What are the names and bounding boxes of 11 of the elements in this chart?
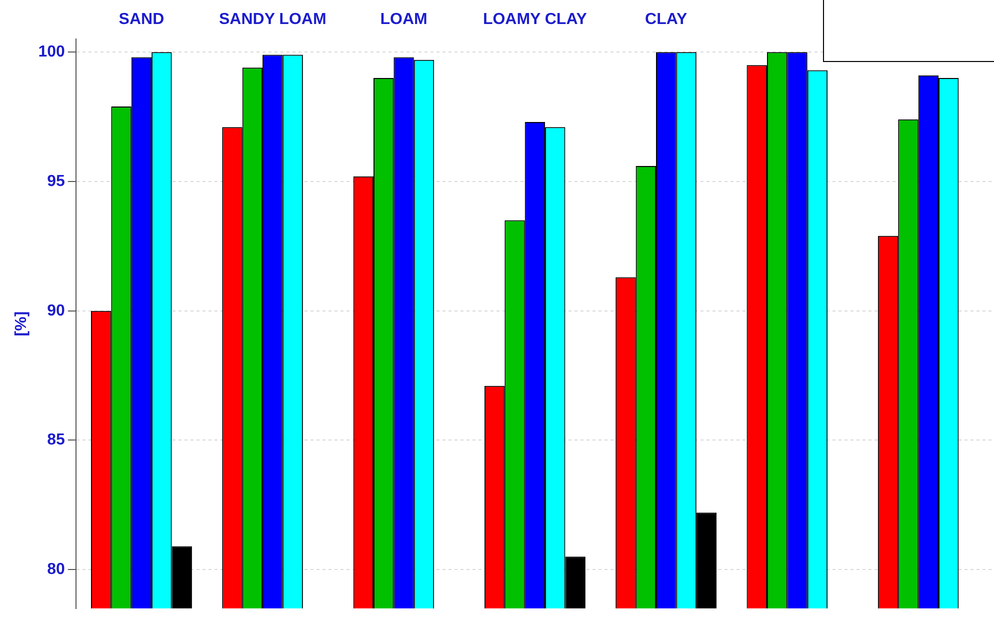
x-tick-label: SAND [118, 11, 164, 28]
y-tick-label: 95 [47, 172, 65, 190]
x-tick-label: LOAM [380, 11, 428, 28]
y-tick-label: 85 [47, 432, 65, 449]
x-tick-label: CLAY [645, 11, 688, 28]
y-tick-label: 90 [47, 302, 65, 320]
x-tick-label: LOAMY CLAY [482, 11, 588, 28]
x-tick-label: SANDY LOAM [219, 11, 326, 28]
y-tick-label: 100 [38, 44, 65, 61]
y-axis-title: [%] [13, 311, 30, 336]
y-tick-label: 80 [47, 560, 65, 578]
